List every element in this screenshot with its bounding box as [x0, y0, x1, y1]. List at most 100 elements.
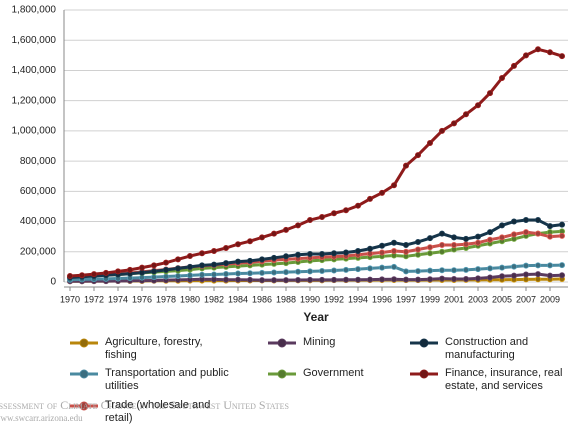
data-point	[246, 270, 253, 277]
data-point	[306, 276, 313, 283]
data-point	[390, 276, 397, 283]
data-point	[438, 230, 445, 237]
data-point	[318, 267, 325, 274]
data-point	[535, 262, 542, 269]
legend-marker	[79, 401, 89, 411]
data-point	[559, 232, 566, 239]
data-point	[306, 251, 313, 258]
data-point	[474, 275, 481, 282]
data-point	[378, 242, 385, 249]
data-point	[366, 276, 373, 283]
data-point	[354, 266, 361, 273]
data-point	[462, 111, 469, 118]
data-point	[354, 276, 361, 283]
x-tick-label: 1972	[84, 294, 104, 304]
data-point	[559, 262, 566, 269]
legend-label: Agriculture, forestry, fishing	[105, 336, 203, 361]
data-point	[523, 262, 530, 269]
data-point	[547, 49, 554, 56]
data-point	[294, 222, 301, 229]
legend-label: Mining	[303, 336, 336, 348]
data-point	[270, 277, 277, 284]
data-point	[390, 239, 397, 246]
data-point	[366, 245, 373, 252]
data-point	[438, 127, 445, 134]
data-point	[198, 250, 205, 257]
data-point	[79, 272, 86, 279]
data-point	[306, 268, 313, 275]
data-point	[414, 246, 421, 253]
data-point	[402, 268, 409, 275]
data-point	[162, 273, 169, 280]
data-point	[438, 267, 445, 274]
data-point	[535, 271, 542, 278]
data-point	[366, 265, 373, 272]
data-point	[210, 261, 217, 268]
data-point	[222, 260, 229, 267]
data-point	[306, 217, 313, 224]
legend-marker	[277, 338, 287, 348]
data-point	[186, 253, 193, 260]
data-point	[186, 272, 193, 279]
data-point	[486, 229, 493, 236]
data-point	[330, 267, 337, 274]
data-point	[198, 271, 205, 278]
data-point	[402, 248, 409, 255]
data-point	[474, 239, 481, 246]
data-point	[510, 62, 517, 69]
data-point	[498, 273, 505, 280]
x-tick-label: 2009	[540, 294, 560, 304]
data-point	[462, 266, 469, 273]
x-tick-label: 1997	[396, 294, 416, 304]
y-tick-label: 1,800,000	[12, 5, 57, 16]
y-tick-label: 400,000	[20, 216, 57, 227]
data-point	[414, 251, 421, 258]
data-point	[426, 267, 433, 274]
y-tick-label: 200,000	[20, 246, 57, 257]
data-point	[282, 269, 289, 276]
x-tick-label: 1990	[300, 294, 320, 304]
data-point	[258, 234, 265, 241]
data-point	[366, 250, 373, 257]
y-tick-label: 800,000	[20, 156, 57, 167]
data-point	[342, 266, 349, 273]
x-tick-label: 1988	[276, 294, 296, 304]
data-point	[378, 264, 385, 271]
data-point	[450, 120, 457, 127]
data-point	[486, 236, 493, 243]
x-tick-label: 1978	[156, 294, 176, 304]
data-point	[498, 75, 505, 82]
data-point	[210, 276, 217, 283]
data-point	[390, 248, 397, 255]
data-point	[222, 270, 229, 277]
x-tick-label: 2003	[468, 294, 488, 304]
data-point	[318, 276, 325, 283]
data-point	[486, 274, 493, 281]
legend-label: Government	[303, 367, 364, 379]
data-point	[294, 277, 301, 284]
data-point	[535, 230, 542, 237]
data-point	[246, 257, 253, 264]
legend-marker	[419, 338, 429, 348]
data-point	[450, 234, 457, 241]
x-tick-label: 1999	[420, 294, 440, 304]
data-point	[282, 277, 289, 284]
data-point	[342, 249, 349, 256]
data-point	[342, 276, 349, 283]
data-point	[559, 53, 566, 60]
data-point	[354, 202, 361, 209]
y-tick-label: 600,000	[20, 186, 57, 197]
data-point	[318, 214, 325, 221]
data-point	[234, 258, 241, 265]
legend-label: Finance, insurance, real estate, and ser…	[445, 367, 563, 392]
data-point	[559, 272, 566, 279]
data-point	[547, 272, 554, 279]
data-point	[258, 256, 265, 263]
legend-marker	[79, 338, 89, 348]
data-point	[474, 233, 481, 240]
data-point	[294, 251, 301, 258]
data-point	[127, 266, 134, 273]
footer-title: Assessment of Climate Change in the Sout…	[0, 398, 289, 412]
legend-label: Trade (wholesale and retail)	[105, 399, 211, 424]
data-point	[270, 230, 277, 237]
